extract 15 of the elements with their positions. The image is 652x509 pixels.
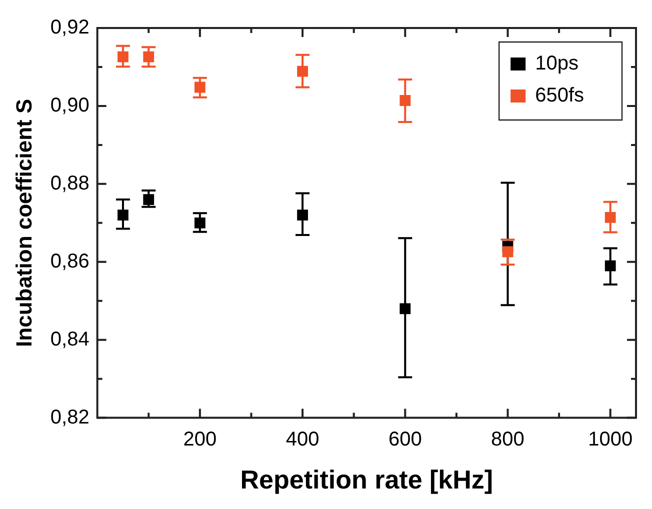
x-tick-label: 1000 (588, 428, 633, 450)
y-tick-label: 0,90 (50, 94, 90, 116)
x-tick-label: 600 (388, 428, 422, 450)
x-tick-label: 400 (286, 428, 320, 450)
y-axis-title: Incubation coefficient S (11, 98, 36, 347)
y-tick-label: 0,88 (50, 172, 90, 194)
x-tick-label: 800 (491, 428, 524, 450)
y-tick-label: 0,84 (50, 328, 90, 350)
y-tick-label: 0,92 (50, 16, 90, 39)
x-axis-title: Repetition rate [kHz] (240, 464, 494, 495)
legend-label: 10ps (535, 52, 578, 75)
legend-label: 650fs (535, 84, 584, 107)
x-tick-label: 200 (183, 428, 217, 450)
y-tick-label: 0,82 (50, 406, 90, 428)
y-tick-label: 0,86 (50, 250, 90, 272)
